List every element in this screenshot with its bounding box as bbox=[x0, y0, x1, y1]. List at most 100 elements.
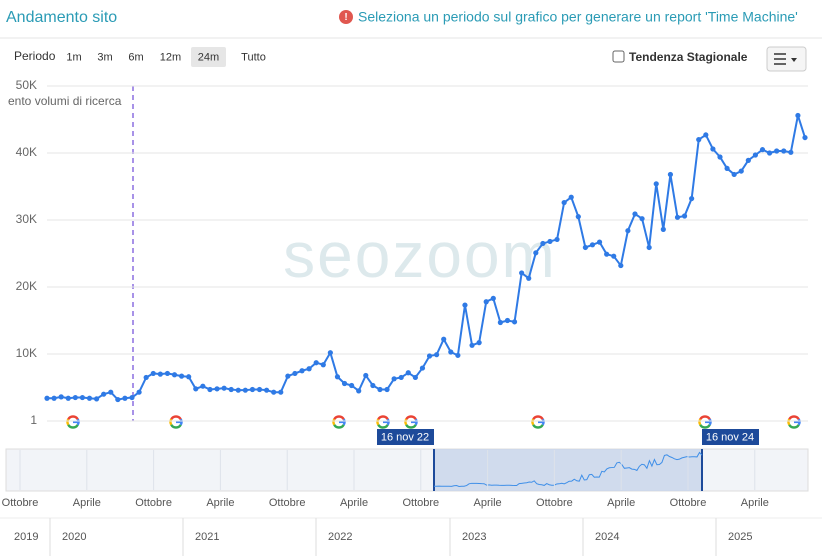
google-icon bbox=[377, 415, 389, 421]
period-button-label[interactable]: 3m bbox=[97, 51, 112, 63]
data-point bbox=[108, 389, 114, 395]
period-button[interactable] bbox=[91, 47, 119, 67]
navigator-month: Aprile bbox=[474, 497, 502, 509]
data-point bbox=[519, 270, 525, 276]
period-button-label[interactable]: 12m bbox=[160, 51, 181, 63]
data-point bbox=[200, 383, 206, 389]
data-point bbox=[511, 319, 518, 325]
data-point bbox=[178, 373, 185, 379]
end-flag bbox=[702, 429, 759, 445]
google-icon bbox=[170, 423, 182, 429]
navigator-month: Aprile bbox=[607, 497, 635, 509]
period-label: Periodo bbox=[14, 49, 56, 63]
data-point bbox=[476, 340, 482, 346]
data-point bbox=[547, 238, 553, 245]
y-tick-label: 30K bbox=[16, 212, 37, 226]
data-point bbox=[150, 370, 156, 377]
google-icon bbox=[333, 415, 345, 421]
data-point bbox=[278, 389, 284, 395]
google-icon bbox=[170, 415, 182, 421]
period-button-label[interactable]: 6m bbox=[128, 51, 143, 63]
data-point bbox=[412, 374, 418, 381]
data-point bbox=[419, 365, 426, 371]
period-button[interactable] bbox=[229, 47, 278, 67]
data-point bbox=[575, 214, 581, 220]
data-point bbox=[781, 148, 787, 154]
data-point bbox=[426, 353, 433, 359]
y-tick-label: 40K bbox=[16, 145, 37, 159]
navigator-selection[interactable] bbox=[434, 449, 702, 491]
navigator-month: Aprile bbox=[206, 497, 234, 509]
google-icon bbox=[698, 418, 702, 426]
data-point bbox=[51, 395, 57, 401]
google-icon bbox=[169, 418, 173, 426]
data-point bbox=[115, 396, 121, 403]
data-point bbox=[611, 253, 617, 259]
data-point bbox=[788, 149, 794, 155]
period-button-label[interactable]: Tutto bbox=[241, 51, 266, 63]
data-point bbox=[589, 242, 596, 248]
data-point bbox=[341, 380, 348, 387]
data-point bbox=[561, 199, 567, 206]
menu-button[interactable] bbox=[766, 46, 807, 72]
alert-mark: ! bbox=[344, 12, 347, 23]
google-icon bbox=[377, 423, 389, 429]
data-point bbox=[483, 299, 489, 305]
data-point bbox=[667, 171, 674, 178]
y-tick-label: 1 bbox=[30, 413, 37, 427]
period-button[interactable] bbox=[60, 47, 88, 67]
navigator-line bbox=[434, 451, 703, 487]
period-button-label[interactable]: 24m bbox=[198, 51, 219, 63]
data-point bbox=[65, 395, 71, 401]
data-point bbox=[384, 386, 390, 393]
data-point bbox=[710, 146, 716, 152]
data-point bbox=[193, 386, 199, 392]
period-button-label[interactable]: 1m bbox=[66, 51, 81, 63]
menu-caret bbox=[791, 58, 797, 62]
data-point bbox=[766, 150, 773, 156]
google-icon bbox=[333, 423, 345, 429]
data-point bbox=[653, 181, 659, 187]
year-label: 2020 bbox=[62, 531, 86, 543]
period-button[interactable] bbox=[153, 47, 188, 67]
data-point bbox=[101, 391, 107, 397]
data-point bbox=[320, 362, 326, 368]
data-point bbox=[370, 382, 376, 389]
alert-icon bbox=[339, 10, 353, 24]
data-point bbox=[72, 394, 78, 401]
year-label: 2024 bbox=[595, 531, 619, 543]
data-point bbox=[745, 157, 751, 163]
data-point bbox=[738, 168, 744, 174]
navigator-month: Ottobre bbox=[269, 497, 306, 509]
data-point bbox=[214, 386, 220, 392]
checkbox[interactable] bbox=[612, 50, 625, 63]
data-point bbox=[171, 372, 178, 378]
checkbox-label[interactable]: Tendenza Stagionale bbox=[629, 50, 748, 64]
data-point bbox=[632, 211, 638, 217]
data-point bbox=[717, 154, 723, 160]
google-icon bbox=[405, 415, 417, 421]
google-icon bbox=[532, 415, 544, 421]
data-point bbox=[334, 374, 341, 380]
navigator-month: Aprile bbox=[73, 497, 101, 509]
navigator-month: Ottobre bbox=[536, 497, 573, 509]
period-button[interactable] bbox=[191, 47, 226, 67]
year-label: 2022 bbox=[328, 531, 352, 543]
data-point bbox=[462, 302, 468, 308]
data-point bbox=[122, 395, 128, 401]
data-point bbox=[256, 386, 263, 393]
start-date: 16 nov 22 bbox=[381, 431, 429, 443]
data-point bbox=[264, 387, 270, 393]
navigator-month: Ottobre bbox=[135, 497, 172, 509]
google-icon bbox=[532, 423, 544, 429]
data-point bbox=[405, 370, 411, 376]
start-flag bbox=[377, 429, 434, 445]
data-point bbox=[646, 244, 652, 251]
data-point bbox=[533, 250, 539, 256]
data-point bbox=[44, 395, 50, 401]
period-button[interactable] bbox=[122, 47, 150, 67]
google-icon bbox=[699, 423, 711, 429]
data-point bbox=[441, 336, 447, 342]
google-icon bbox=[699, 415, 711, 421]
